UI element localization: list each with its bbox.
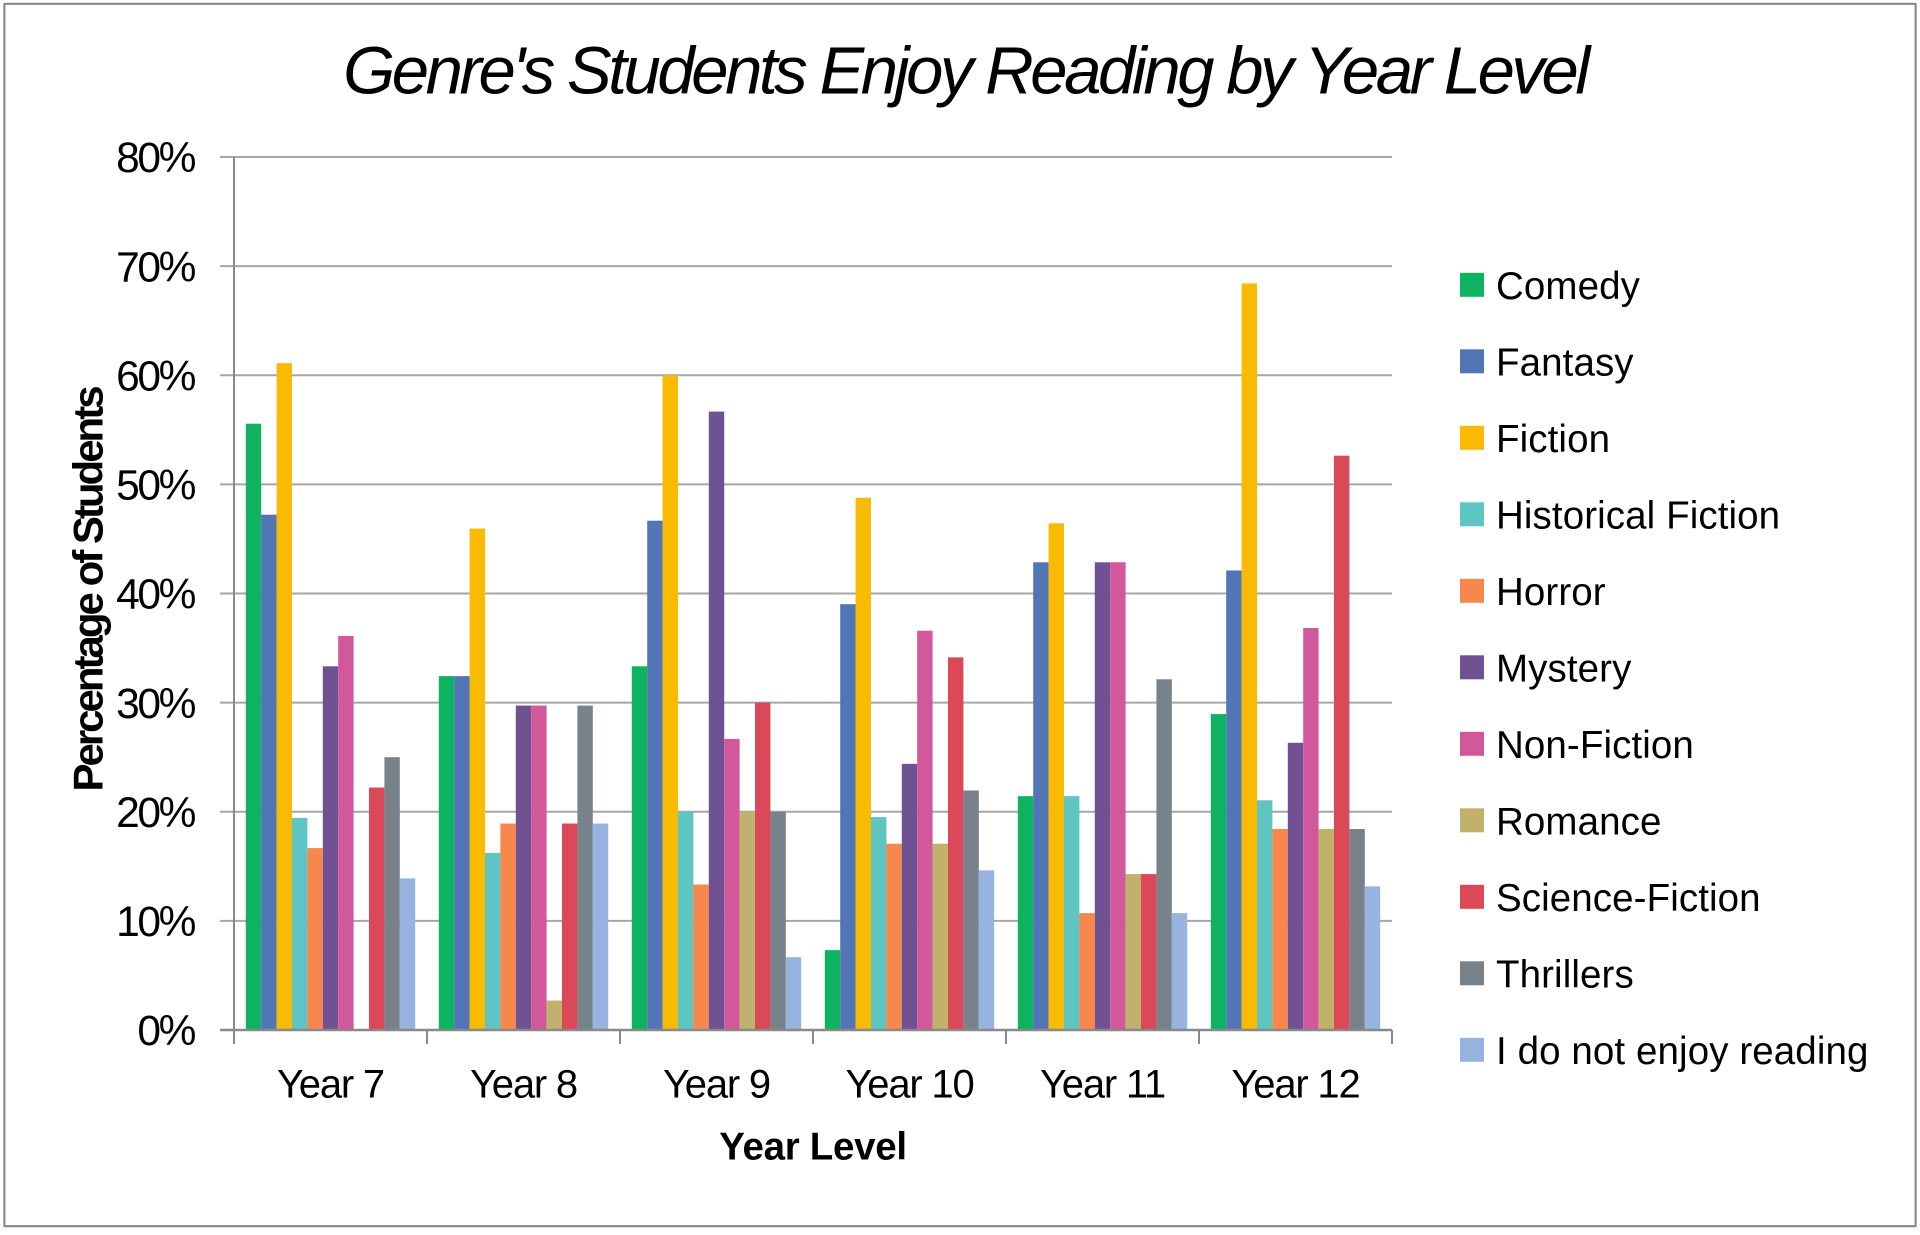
svg-text:Percentage of Students: Percentage of Students xyxy=(65,387,112,792)
svg-text:Genre's Students Enjoy Reading: Genre's Students Enjoy Reading by Year L… xyxy=(343,34,1592,109)
svg-text:30%: 30% xyxy=(116,681,195,728)
svg-text:Year 11: Year 11 xyxy=(1040,1062,1165,1106)
svg-text:Fantasy: Fantasy xyxy=(1496,341,1634,384)
svg-text:Thrillers: Thrillers xyxy=(1496,953,1634,996)
svg-text:I do not enjoy reading: I do not enjoy reading xyxy=(1496,1030,1869,1073)
svg-text:Year 8: Year 8 xyxy=(470,1062,577,1106)
svg-text:Year Level: Year Level xyxy=(719,1126,907,1169)
svg-text:Science-Fiction: Science-Fiction xyxy=(1496,877,1761,920)
svg-text:Mystery: Mystery xyxy=(1496,647,1632,690)
svg-text:0%: 0% xyxy=(137,1008,195,1055)
svg-text:Year 9: Year 9 xyxy=(663,1062,770,1106)
svg-text:50%: 50% xyxy=(116,463,195,510)
svg-text:Comedy: Comedy xyxy=(1496,265,1641,308)
svg-text:Year 10: Year 10 xyxy=(845,1062,973,1106)
svg-text:20%: 20% xyxy=(116,790,195,837)
svg-text:Fiction: Fiction xyxy=(1496,418,1610,461)
svg-text:10%: 10% xyxy=(116,899,195,946)
svg-text:70%: 70% xyxy=(116,244,195,291)
svg-text:Year 7: Year 7 xyxy=(277,1062,384,1106)
svg-text:60%: 60% xyxy=(116,353,195,400)
svg-text:Historical Fiction: Historical Fiction xyxy=(1496,494,1780,537)
svg-text:Romance: Romance xyxy=(1496,800,1661,843)
svg-text:80%: 80% xyxy=(116,135,195,182)
svg-text:Horror: Horror xyxy=(1496,571,1606,614)
svg-text:Non-Fiction: Non-Fiction xyxy=(1496,724,1694,767)
svg-text:40%: 40% xyxy=(116,572,195,619)
svg-text:Year 12: Year 12 xyxy=(1231,1062,1359,1106)
